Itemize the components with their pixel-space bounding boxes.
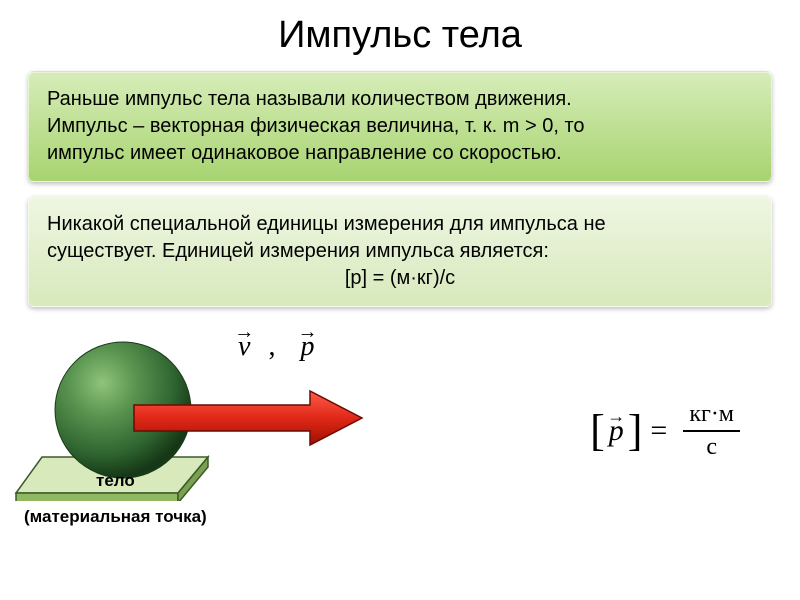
comma: , [268, 331, 275, 362]
denominator: с [706, 432, 717, 461]
box2-line2: существует. Единицей измерения импульса … [47, 238, 753, 265]
page-title: Импульс тела [0, 0, 800, 71]
arrow-over-icon: → [607, 406, 625, 427]
box1-line1: Раньше импульс тела называли количеством… [47, 86, 753, 113]
right-bracket: ] [628, 409, 643, 453]
material-point-label: (материальная точка) [24, 507, 207, 527]
box2-line1: Никакой специальной единицы измерения дл… [47, 211, 753, 238]
equals-sign: = [650, 414, 667, 448]
vector-labels: → v , → p [220, 331, 332, 363]
formula-p: → p [609, 414, 624, 448]
fraction: кг·м с [683, 401, 740, 461]
vector-p-label: → p [300, 331, 314, 363]
box1-line3: импульс имеет одинаковое направление со … [47, 140, 753, 167]
body-label: тело [96, 471, 135, 491]
momentum-arrow-icon [130, 383, 370, 453]
diagram-area: → v , → p [0, 321, 800, 561]
unit-formula: [ → p ] = кг·м с [590, 401, 740, 461]
box2-unit: [p] = (м·кг)/с [47, 265, 753, 292]
vector-v-label: → v [238, 331, 250, 363]
left-bracket: [ [590, 409, 605, 453]
arrow-over-icon: → [297, 321, 317, 344]
numerator: кг·м [683, 401, 740, 432]
unit-box: Никакой специальной единицы измерения дл… [28, 196, 772, 307]
definition-box: Раньше импульс тела называли количеством… [28, 71, 772, 182]
box1-line2: Импульс – векторная физическая величина,… [47, 113, 753, 140]
arrow-over-icon: → [234, 321, 254, 344]
